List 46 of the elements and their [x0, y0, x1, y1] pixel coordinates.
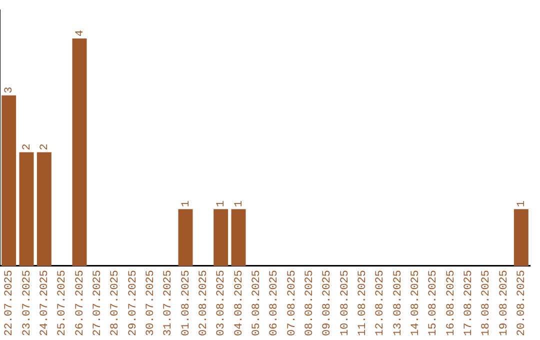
x-tick-label: 11.08.2025 [357, 270, 370, 336]
bar [178, 209, 193, 266]
x-tick-label: 26.07.2025 [74, 270, 86, 336]
x-tick-label: 23.07.2025 [21, 270, 34, 336]
x-tick-label: 28.07.2025 [110, 270, 122, 336]
x-tick-label: 04.08.2025 [233, 270, 246, 336]
data-label: 1 [216, 200, 228, 208]
x-tick-label: 17.08.2025 [463, 270, 476, 336]
x-tick-label: 07.08.2025 [286, 270, 298, 336]
bar [214, 209, 228, 266]
x-tick-label: 10.08.2025 [339, 270, 352, 336]
x-tick-label: 18.08.2025 [480, 270, 493, 336]
x-tick-label: 20.08.2025 [516, 270, 528, 336]
bar [36, 152, 52, 266]
bar [231, 209, 246, 266]
x-tick-label: 01.08.2025 [180, 270, 192, 336]
bar [514, 209, 528, 266]
x-tick-label: 05.08.2025 [251, 270, 264, 336]
x-tick-label: 12.08.2025 [374, 270, 387, 336]
x-tick-label: 14.08.2025 [410, 270, 422, 336]
x-tick-label: 25.07.2025 [56, 270, 69, 336]
data-label: 1 [180, 200, 192, 208]
bar [72, 38, 87, 266]
x-tick-label: 27.07.2025 [92, 270, 104, 336]
x-tick-label: 13.08.2025 [392, 270, 404, 336]
bar [2, 95, 16, 266]
x-tick-label: 02.08.2025 [198, 270, 210, 336]
data-label: 1 [233, 200, 246, 208]
x-tick-label: 19.08.2025 [498, 270, 510, 336]
x-tick-label: 15.08.2025 [428, 270, 440, 336]
x-tick-label: 16.08.2025 [445, 270, 458, 336]
x-tick-label: 29.07.2025 [127, 270, 140, 336]
data-label: 3 [4, 86, 16, 94]
x-tick-label: 08.08.2025 [304, 270, 316, 336]
x-tick-label: 31.07.2025 [162, 270, 175, 336]
data-label: 4 [74, 29, 86, 36]
data-label: 1 [516, 200, 528, 208]
x-tick-label: 03.08.2025 [216, 270, 228, 336]
x-tick-label: 24.07.2025 [39, 270, 52, 336]
x-tick-label: 06.08.2025 [268, 270, 281, 336]
x-tick-label: 30.07.2025 [145, 270, 158, 336]
bar [19, 152, 34, 266]
data-label: 2 [21, 144, 34, 150]
x-tick-label: 22.07.2025 [4, 270, 16, 336]
data-label: 2 [39, 144, 52, 150]
x-tick-label: 09.08.2025 [322, 270, 334, 336]
